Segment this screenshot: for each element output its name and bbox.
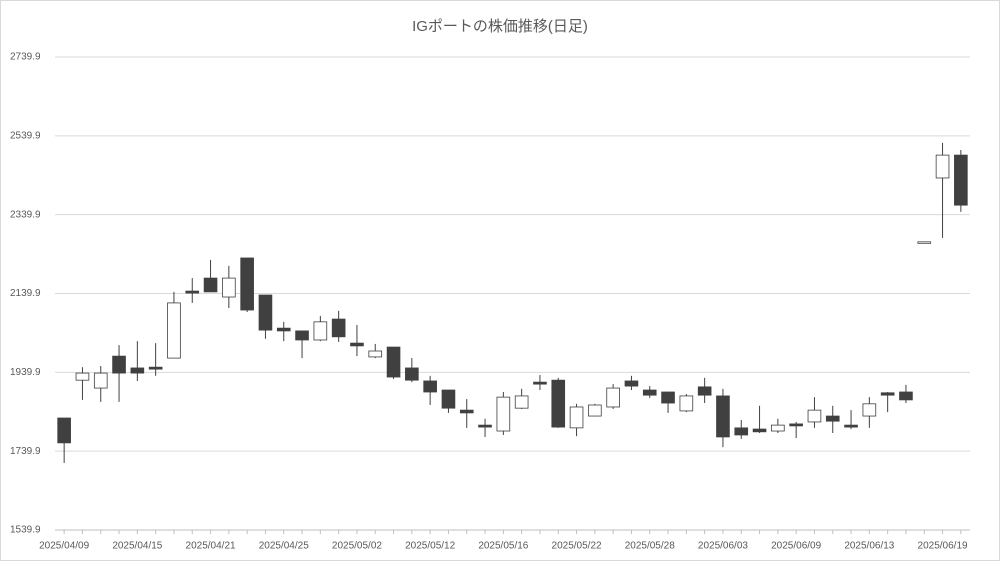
candle-body: [386, 346, 401, 378]
candle-body: [569, 406, 584, 429]
candle-body: [716, 395, 730, 438]
candle-body: [313, 321, 328, 341]
x-tick-label: 2025/06/09: [771, 541, 821, 552]
x-tick-label: 2025/05/28: [625, 541, 675, 552]
candle-body: [331, 318, 346, 338]
y-tick-label: 1739.9: [10, 446, 41, 457]
y-tick-label: 1939.9: [10, 367, 41, 378]
y-tick-label: 2539.9: [10, 130, 41, 141]
candle-body: [203, 277, 218, 293]
candle-body: [514, 395, 529, 409]
x-tick-label: 2025/05/12: [405, 541, 455, 552]
candle-body: [899, 391, 913, 401]
candle-body: [148, 366, 163, 370]
candle-body: [825, 415, 840, 422]
candle-body: [112, 355, 126, 374]
candle-body: [588, 404, 602, 417]
candle-body: [954, 154, 968, 206]
candle-body: [862, 403, 877, 417]
candle-body: [57, 417, 71, 444]
candle-body: [533, 381, 547, 385]
x-tick-label: 2025/06/13: [844, 541, 894, 552]
candle-body: [624, 380, 639, 387]
candle-body: [258, 294, 273, 331]
candle-body: [551, 379, 566, 428]
candle-body: [295, 330, 309, 341]
candle-body: [606, 387, 620, 408]
y-tick-label: 2139.9: [10, 288, 41, 299]
candle-body: [167, 302, 181, 359]
candle-body: [935, 154, 950, 179]
x-tick-label: 2025/05/22: [552, 541, 602, 552]
x-tick-label: 2025/05/02: [332, 541, 382, 552]
candle-body: [130, 367, 145, 374]
x-tick-label: 2025/06/03: [698, 541, 748, 552]
y-tick-label: 2739.9: [10, 52, 41, 63]
chart-title: IGポートの株価推移(日足): [412, 18, 588, 35]
candle-body: [789, 423, 803, 427]
x-tick-label: 2025/04/09: [39, 541, 89, 552]
candle-body: [697, 386, 712, 396]
candle-body: [917, 241, 932, 244]
candle-body: [807, 409, 822, 423]
candle-body: [459, 409, 474, 414]
candle-body: [496, 396, 511, 432]
candle-body: [880, 392, 895, 396]
candle-body: [478, 424, 492, 428]
candle-body: [661, 391, 675, 404]
candle-body: [441, 389, 456, 409]
candle-body: [75, 372, 90, 381]
candle-body: [276, 327, 291, 332]
x-tick-label: 2025/05/16: [478, 541, 528, 552]
x-tick-label: 2025/06/19: [918, 541, 968, 552]
candle-body: [734, 427, 749, 436]
x-tick-label: 2025/04/21: [186, 541, 236, 552]
candle-body: [350, 342, 364, 347]
candle-body: [405, 367, 419, 381]
candle-body: [222, 277, 236, 298]
candle-body: [423, 380, 437, 393]
candle-body: [368, 350, 383, 358]
x-tick-label: 2025/04/15: [112, 541, 162, 552]
y-tick-label: 2339.9: [10, 209, 41, 220]
y-tick-label: 1539.9: [10, 525, 41, 536]
candle-body: [844, 424, 858, 428]
candle-body: [771, 424, 785, 432]
candle-body: [240, 257, 254, 311]
x-tick-label: 2025/04/25: [259, 541, 309, 552]
candle-body: [185, 290, 200, 294]
candle-body: [752, 428, 767, 433]
candle-body: [642, 389, 657, 396]
candle-body: [93, 372, 108, 389]
candle-body: [679, 395, 694, 412]
